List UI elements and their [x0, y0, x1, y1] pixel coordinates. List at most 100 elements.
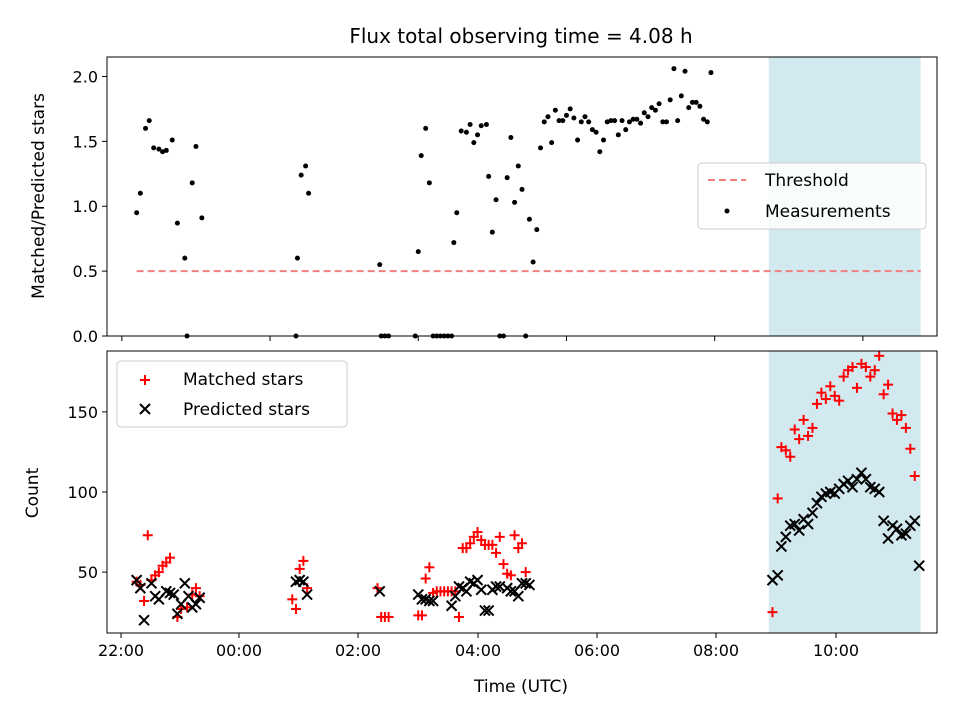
bottom-x-tick-label: 04:00	[455, 641, 501, 660]
measurement-point	[519, 186, 525, 192]
measurement-point	[454, 210, 460, 216]
matched-star-point	[494, 531, 505, 542]
matched-star-point	[803, 430, 814, 441]
measurement-point	[704, 119, 710, 125]
matched-star-point	[825, 381, 836, 392]
predicted-star-point	[138, 614, 150, 626]
top-y-tick-label: 0.5	[73, 262, 98, 281]
measurement-point	[515, 163, 521, 169]
matched-star-point	[520, 567, 531, 578]
top-y-tick-label: 1.5	[73, 132, 98, 151]
measurement-point	[701, 116, 707, 122]
predicted-star-point	[882, 532, 894, 545]
measurement-point	[377, 262, 383, 268]
matched-star-point	[798, 414, 809, 425]
measurement-point	[563, 112, 569, 118]
matched-star-point	[807, 422, 818, 433]
measurement-point	[423, 125, 429, 131]
measurement-point	[549, 140, 555, 146]
predicted-star-point	[130, 574, 143, 586]
measurements-legend-marker	[724, 208, 730, 214]
measurement-point	[626, 119, 632, 125]
matched-legend-label: Matched stars	[183, 370, 303, 390]
measurement-point	[478, 123, 484, 129]
predicted-star-point	[877, 515, 890, 527]
bottom-y-tick-label: 100	[67, 483, 98, 502]
predicted-star-point	[900, 527, 912, 540]
bottom-y-tick-label: 150	[67, 403, 98, 422]
measurement-point	[578, 119, 584, 125]
measurement-point	[163, 147, 169, 153]
matched-star-point	[785, 451, 796, 462]
measurement-point	[641, 110, 647, 116]
predicted-star-point	[806, 507, 819, 519]
top-legend: Threshold Measurements	[697, 162, 927, 230]
matched-star-point	[883, 379, 894, 390]
measurement-point	[199, 215, 205, 221]
measurement-point	[567, 106, 573, 112]
predicted-star-point	[780, 531, 792, 543]
predicted-star-point	[909, 515, 921, 527]
matched-star-point	[829, 390, 840, 401]
predicted-star-point	[479, 604, 491, 617]
matched-star-point	[487, 539, 498, 550]
measurement-point	[571, 115, 577, 121]
matched-star-point	[491, 547, 502, 558]
measurement-point	[545, 114, 551, 120]
measurement-point	[137, 190, 143, 196]
measurement-point	[556, 118, 562, 124]
matched-star-point	[909, 470, 920, 481]
matched-star-point	[420, 573, 431, 584]
matched-star-point	[498, 559, 509, 570]
matched-star-point	[789, 424, 800, 435]
bottom-x-tick-label: 10:00	[813, 641, 859, 660]
matched-star-point	[865, 371, 876, 382]
matched-star-point	[811, 398, 822, 409]
matched-star-point	[874, 350, 885, 361]
measurement-point	[467, 121, 473, 127]
predicted-star-point	[445, 600, 458, 612]
bottom-legend: Matched stars Predicted stars	[116, 360, 348, 428]
top-y-axis-label: Matched/Predicted stars	[29, 93, 49, 299]
measurement-point	[667, 97, 673, 103]
measurement-point	[649, 105, 655, 111]
bottom-x-tick-label: 08:00	[693, 641, 739, 660]
predicted-star-point	[490, 580, 502, 593]
threshold-legend-label: Threshold	[764, 171, 849, 191]
measurement-point	[534, 227, 540, 233]
matched-star-point	[142, 530, 153, 541]
measurement-point	[538, 145, 544, 151]
matched-legend-marker	[140, 375, 150, 385]
bottom-x-tick-label: 22:00	[98, 641, 144, 660]
measurement-point	[418, 153, 424, 159]
predicted-star-point	[789, 518, 801, 530]
measurement-point	[458, 128, 464, 134]
measurement-point	[486, 173, 492, 179]
measurement-point	[483, 121, 489, 127]
measurement-point	[686, 105, 692, 111]
matched-star-point	[896, 410, 907, 421]
top-y-tick-label: 0.0	[73, 327, 98, 346]
measurement-point	[619, 118, 625, 124]
bottom-axes-frame	[106, 350, 938, 634]
measurement-point	[552, 107, 558, 113]
predicted-star-point	[793, 524, 805, 537]
measurement-point	[708, 70, 714, 76]
measurement-point	[615, 132, 621, 138]
bottom-x-axis-label: Time (UTC)	[473, 677, 568, 697]
matched-star-point	[416, 610, 427, 621]
measurement-point	[638, 120, 644, 126]
matched-star-point	[869, 365, 880, 376]
matched-star-point	[834, 395, 845, 406]
predicted-star-point	[171, 608, 184, 620]
measurement-point	[601, 137, 607, 143]
measurement-point	[541, 119, 547, 125]
measurement-point	[193, 144, 199, 150]
measurement-point	[589, 127, 595, 133]
bottom-x-tick-label: 00:00	[216, 641, 262, 660]
matched-star-point	[847, 362, 858, 373]
measurement-point	[656, 101, 662, 107]
matched-star-point	[383, 611, 394, 622]
predicted-legend-label: Predicted stars	[183, 400, 310, 420]
matched-star-point	[454, 611, 465, 622]
